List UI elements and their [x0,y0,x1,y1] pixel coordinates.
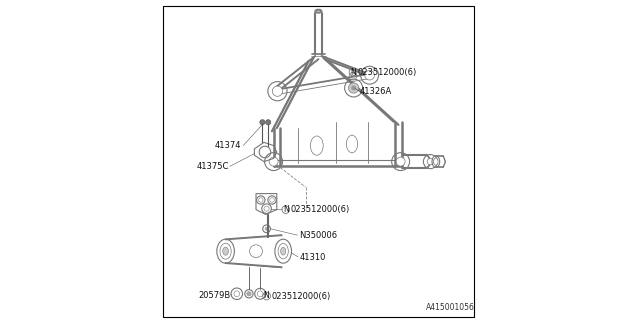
Ellipse shape [433,158,438,165]
Text: 41374: 41374 [215,141,242,150]
Text: 41310: 41310 [300,253,326,262]
Circle shape [270,198,275,202]
Circle shape [247,292,252,296]
Text: 41326A: 41326A [360,87,392,96]
Text: 023512000(6): 023512000(6) [271,292,330,300]
Ellipse shape [316,10,321,12]
Circle shape [396,157,405,166]
Text: A415001056: A415001056 [426,303,475,312]
Circle shape [349,83,359,93]
Circle shape [351,86,356,90]
Circle shape [365,70,374,80]
Circle shape [264,206,269,211]
Circle shape [259,198,263,202]
Circle shape [266,120,271,125]
Circle shape [428,158,434,165]
Circle shape [269,157,278,166]
Circle shape [257,291,263,297]
Ellipse shape [280,247,285,255]
Text: N: N [264,292,269,300]
Text: 41375C: 41375C [196,162,229,171]
Circle shape [265,227,268,230]
Text: N: N [283,205,289,214]
Text: N: N [350,68,356,76]
Text: 20579B: 20579B [198,292,230,300]
Text: 023512000(6): 023512000(6) [291,205,349,214]
Text: 023512000(6): 023512000(6) [357,68,417,76]
Circle shape [234,291,240,297]
Circle shape [273,86,283,96]
Ellipse shape [223,247,228,255]
Text: N350006: N350006 [300,231,337,240]
Circle shape [260,120,265,125]
